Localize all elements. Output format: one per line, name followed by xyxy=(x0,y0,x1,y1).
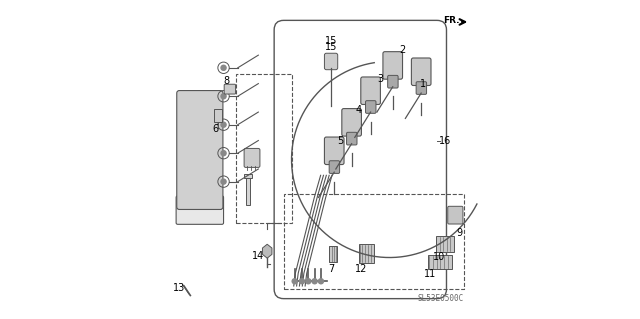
FancyBboxPatch shape xyxy=(383,52,403,79)
Bar xyxy=(284,194,464,289)
FancyBboxPatch shape xyxy=(329,161,340,174)
Text: FR.: FR. xyxy=(444,16,460,25)
Circle shape xyxy=(306,279,311,284)
FancyBboxPatch shape xyxy=(347,132,357,145)
FancyBboxPatch shape xyxy=(359,244,374,263)
Text: 10: 10 xyxy=(433,252,445,262)
Text: 16: 16 xyxy=(439,136,451,145)
Text: 3: 3 xyxy=(377,74,383,84)
Bar xyxy=(330,247,337,262)
Text: 15: 15 xyxy=(325,36,337,46)
Circle shape xyxy=(221,151,226,156)
FancyBboxPatch shape xyxy=(244,148,260,167)
FancyBboxPatch shape xyxy=(324,53,338,70)
Text: 7: 7 xyxy=(328,263,334,274)
Circle shape xyxy=(319,279,323,284)
FancyBboxPatch shape xyxy=(412,58,431,85)
Text: 5: 5 xyxy=(337,136,344,145)
FancyBboxPatch shape xyxy=(224,84,236,94)
FancyBboxPatch shape xyxy=(428,255,452,269)
FancyBboxPatch shape xyxy=(448,206,463,224)
Text: 4: 4 xyxy=(355,106,362,115)
FancyBboxPatch shape xyxy=(365,101,376,113)
Polygon shape xyxy=(262,244,272,258)
Text: 14: 14 xyxy=(252,251,264,261)
FancyBboxPatch shape xyxy=(436,236,454,252)
FancyBboxPatch shape xyxy=(177,91,223,210)
FancyBboxPatch shape xyxy=(416,82,427,94)
Circle shape xyxy=(312,279,317,284)
Text: 8: 8 xyxy=(223,76,230,86)
FancyBboxPatch shape xyxy=(388,75,398,88)
Bar xyxy=(214,109,222,122)
Text: 9: 9 xyxy=(456,228,462,238)
Circle shape xyxy=(221,179,226,184)
Text: 2: 2 xyxy=(399,45,405,56)
Text: 13: 13 xyxy=(173,283,186,293)
FancyBboxPatch shape xyxy=(324,137,344,165)
Circle shape xyxy=(221,65,226,70)
Text: 12: 12 xyxy=(355,263,367,274)
Text: 1: 1 xyxy=(420,78,426,89)
FancyBboxPatch shape xyxy=(342,108,362,136)
Text: 11: 11 xyxy=(424,269,436,279)
Bar xyxy=(246,177,250,205)
FancyBboxPatch shape xyxy=(176,196,223,224)
Circle shape xyxy=(221,94,226,99)
Text: 6: 6 xyxy=(212,124,219,135)
Text: 15: 15 xyxy=(325,42,337,52)
Bar xyxy=(244,174,252,178)
Bar xyxy=(236,74,292,223)
Text: SL53E0500C: SL53E0500C xyxy=(418,294,464,303)
Circle shape xyxy=(300,279,305,284)
Circle shape xyxy=(221,122,226,127)
Circle shape xyxy=(292,279,297,284)
FancyBboxPatch shape xyxy=(361,77,380,105)
